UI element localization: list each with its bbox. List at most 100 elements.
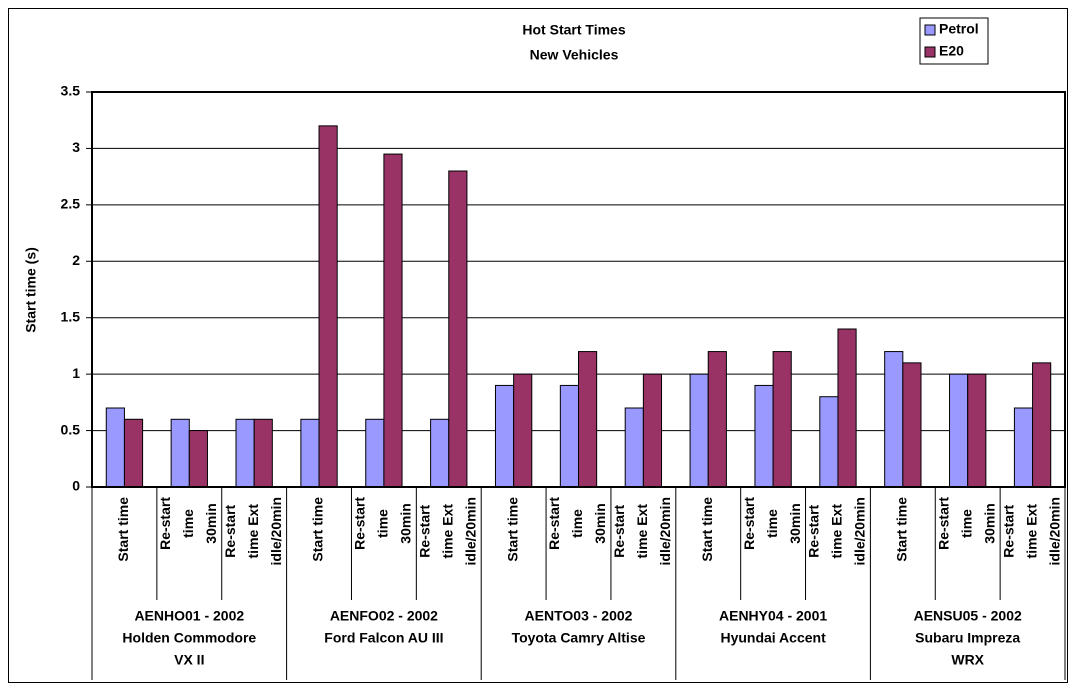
category-label: Re-start time 30min (741, 497, 803, 550)
x-tick-label: Re-start (546, 497, 562, 550)
bar (902, 362, 922, 488)
x-tick-label: Re-start (1000, 504, 1016, 557)
category-label: Re-start time 30min (157, 497, 219, 550)
bar (1013, 407, 1034, 488)
x-tick-label: time (180, 509, 196, 538)
bar (967, 373, 987, 488)
category-label: Re-start time Ext idle/20min (416, 497, 478, 565)
category-label: Re-start time Ext idle/20min (222, 497, 284, 565)
category-label: Start time (504, 497, 520, 562)
bar (624, 407, 644, 488)
bar (837, 328, 857, 488)
category-label: Start time (115, 497, 131, 562)
x-tick-label: Re-start (222, 504, 238, 557)
x-tick-label: time (569, 509, 585, 538)
bar (689, 373, 709, 488)
x-tick-label: time Ext (829, 504, 845, 559)
x-tick-label: Re-start (352, 497, 368, 550)
x-tick-label: idle/20min (852, 497, 868, 565)
x-tick-label: time Ext (1023, 504, 1039, 559)
chart-title: Hot Start Times (522, 22, 625, 38)
bar (383, 153, 403, 488)
bar (513, 373, 533, 488)
bar (253, 418, 273, 488)
group-label: AENHO01 - 2002 (134, 608, 244, 624)
x-tick-label: time (375, 509, 391, 538)
bar (754, 384, 774, 488)
x-tick-label: Start time (115, 497, 131, 562)
category-label: Re-start time Ext idle/20min (611, 497, 673, 565)
x-tick-label: time Ext (439, 504, 455, 559)
x-tick-label: time Ext (634, 504, 650, 559)
bar (235, 418, 255, 488)
bar (170, 418, 190, 488)
bar (123, 418, 144, 488)
legend-label: Petrol (939, 21, 979, 37)
x-tick-label: 30min (203, 503, 219, 543)
x-tick-label: idle/20min (462, 497, 478, 565)
group-label: Holden Commodore (122, 630, 256, 646)
bar (949, 373, 969, 488)
bar (430, 418, 450, 488)
x-tick-label: Start time (310, 497, 326, 562)
category-label: Re-start time 30min (546, 497, 608, 550)
x-tick-label: 30min (787, 503, 803, 543)
x-tick-label: Re-start (416, 504, 432, 557)
chart-subtitle: New Vehicles (530, 47, 619, 63)
bar (105, 407, 125, 488)
group-label: AENSU05 - 2002 (914, 608, 1022, 624)
category-label: Start time (310, 497, 326, 562)
group-label: Hyundai Accent (720, 630, 826, 646)
y-tick-label: 0 (72, 478, 80, 494)
category-label: Start time (894, 497, 910, 562)
legend-swatch (924, 24, 936, 36)
category-label: Start time (699, 497, 715, 562)
x-tick-label: idle/20min (657, 497, 673, 565)
y-tick-label: 2.5 (61, 196, 81, 212)
category-label: Re-start time 30min (935, 497, 997, 550)
category-label: Re-start time Ext idle/20min (1000, 497, 1062, 565)
bar (642, 373, 663, 488)
x-tick-label: Re-start (935, 497, 951, 550)
x-tick-label: Start time (504, 497, 520, 562)
group-label: AENTO03 - 2002 (525, 608, 633, 624)
group-label: Ford Falcon AU III (324, 630, 443, 646)
category-label: Re-start time Ext idle/20min (806, 497, 868, 565)
x-tick-label: 30min (592, 503, 608, 543)
bar (1032, 362, 1052, 488)
x-tick-label: 30min (398, 503, 414, 543)
plot-border (91, 91, 1066, 488)
y-tick-label: 2 (72, 252, 80, 268)
x-tick-label: Re-start (741, 497, 757, 550)
bar (494, 384, 515, 488)
bar (318, 125, 338, 488)
y-tick-label: 3 (72, 139, 80, 155)
legend-label: E20 (939, 43, 964, 59)
bar (300, 418, 320, 488)
bar (448, 170, 468, 488)
y-tick-label: 0.5 (61, 421, 81, 437)
category-label: Re-start time 30min (352, 497, 414, 550)
x-tick-label: Start time (894, 497, 910, 562)
x-tick-label: idle/20min (268, 497, 284, 565)
bar (819, 396, 839, 488)
bar (884, 351, 904, 488)
x-tick-label: Re-start (806, 504, 822, 557)
x-tick-label: Start time (699, 497, 715, 562)
group-label: VX II (174, 652, 204, 668)
y-tick-label: 3.5 (61, 83, 81, 99)
legend-swatch (924, 46, 936, 58)
x-tick-label: Re-start (157, 497, 173, 550)
group-label: Toyota Camry Altise (512, 630, 646, 646)
group-label: AENFO02 - 2002 (330, 608, 438, 624)
group-label: WRX (951, 652, 984, 668)
group-label: AENHY04 - 2001 (719, 608, 827, 624)
y-tick-label: 1 (72, 365, 80, 381)
bar (188, 430, 208, 488)
x-tick-label: time (958, 509, 974, 538)
group-label: Subaru Impreza (915, 630, 1020, 646)
x-tick-label: Re-start (611, 504, 627, 557)
x-tick-label: time Ext (245, 504, 261, 559)
bar (559, 384, 580, 488)
